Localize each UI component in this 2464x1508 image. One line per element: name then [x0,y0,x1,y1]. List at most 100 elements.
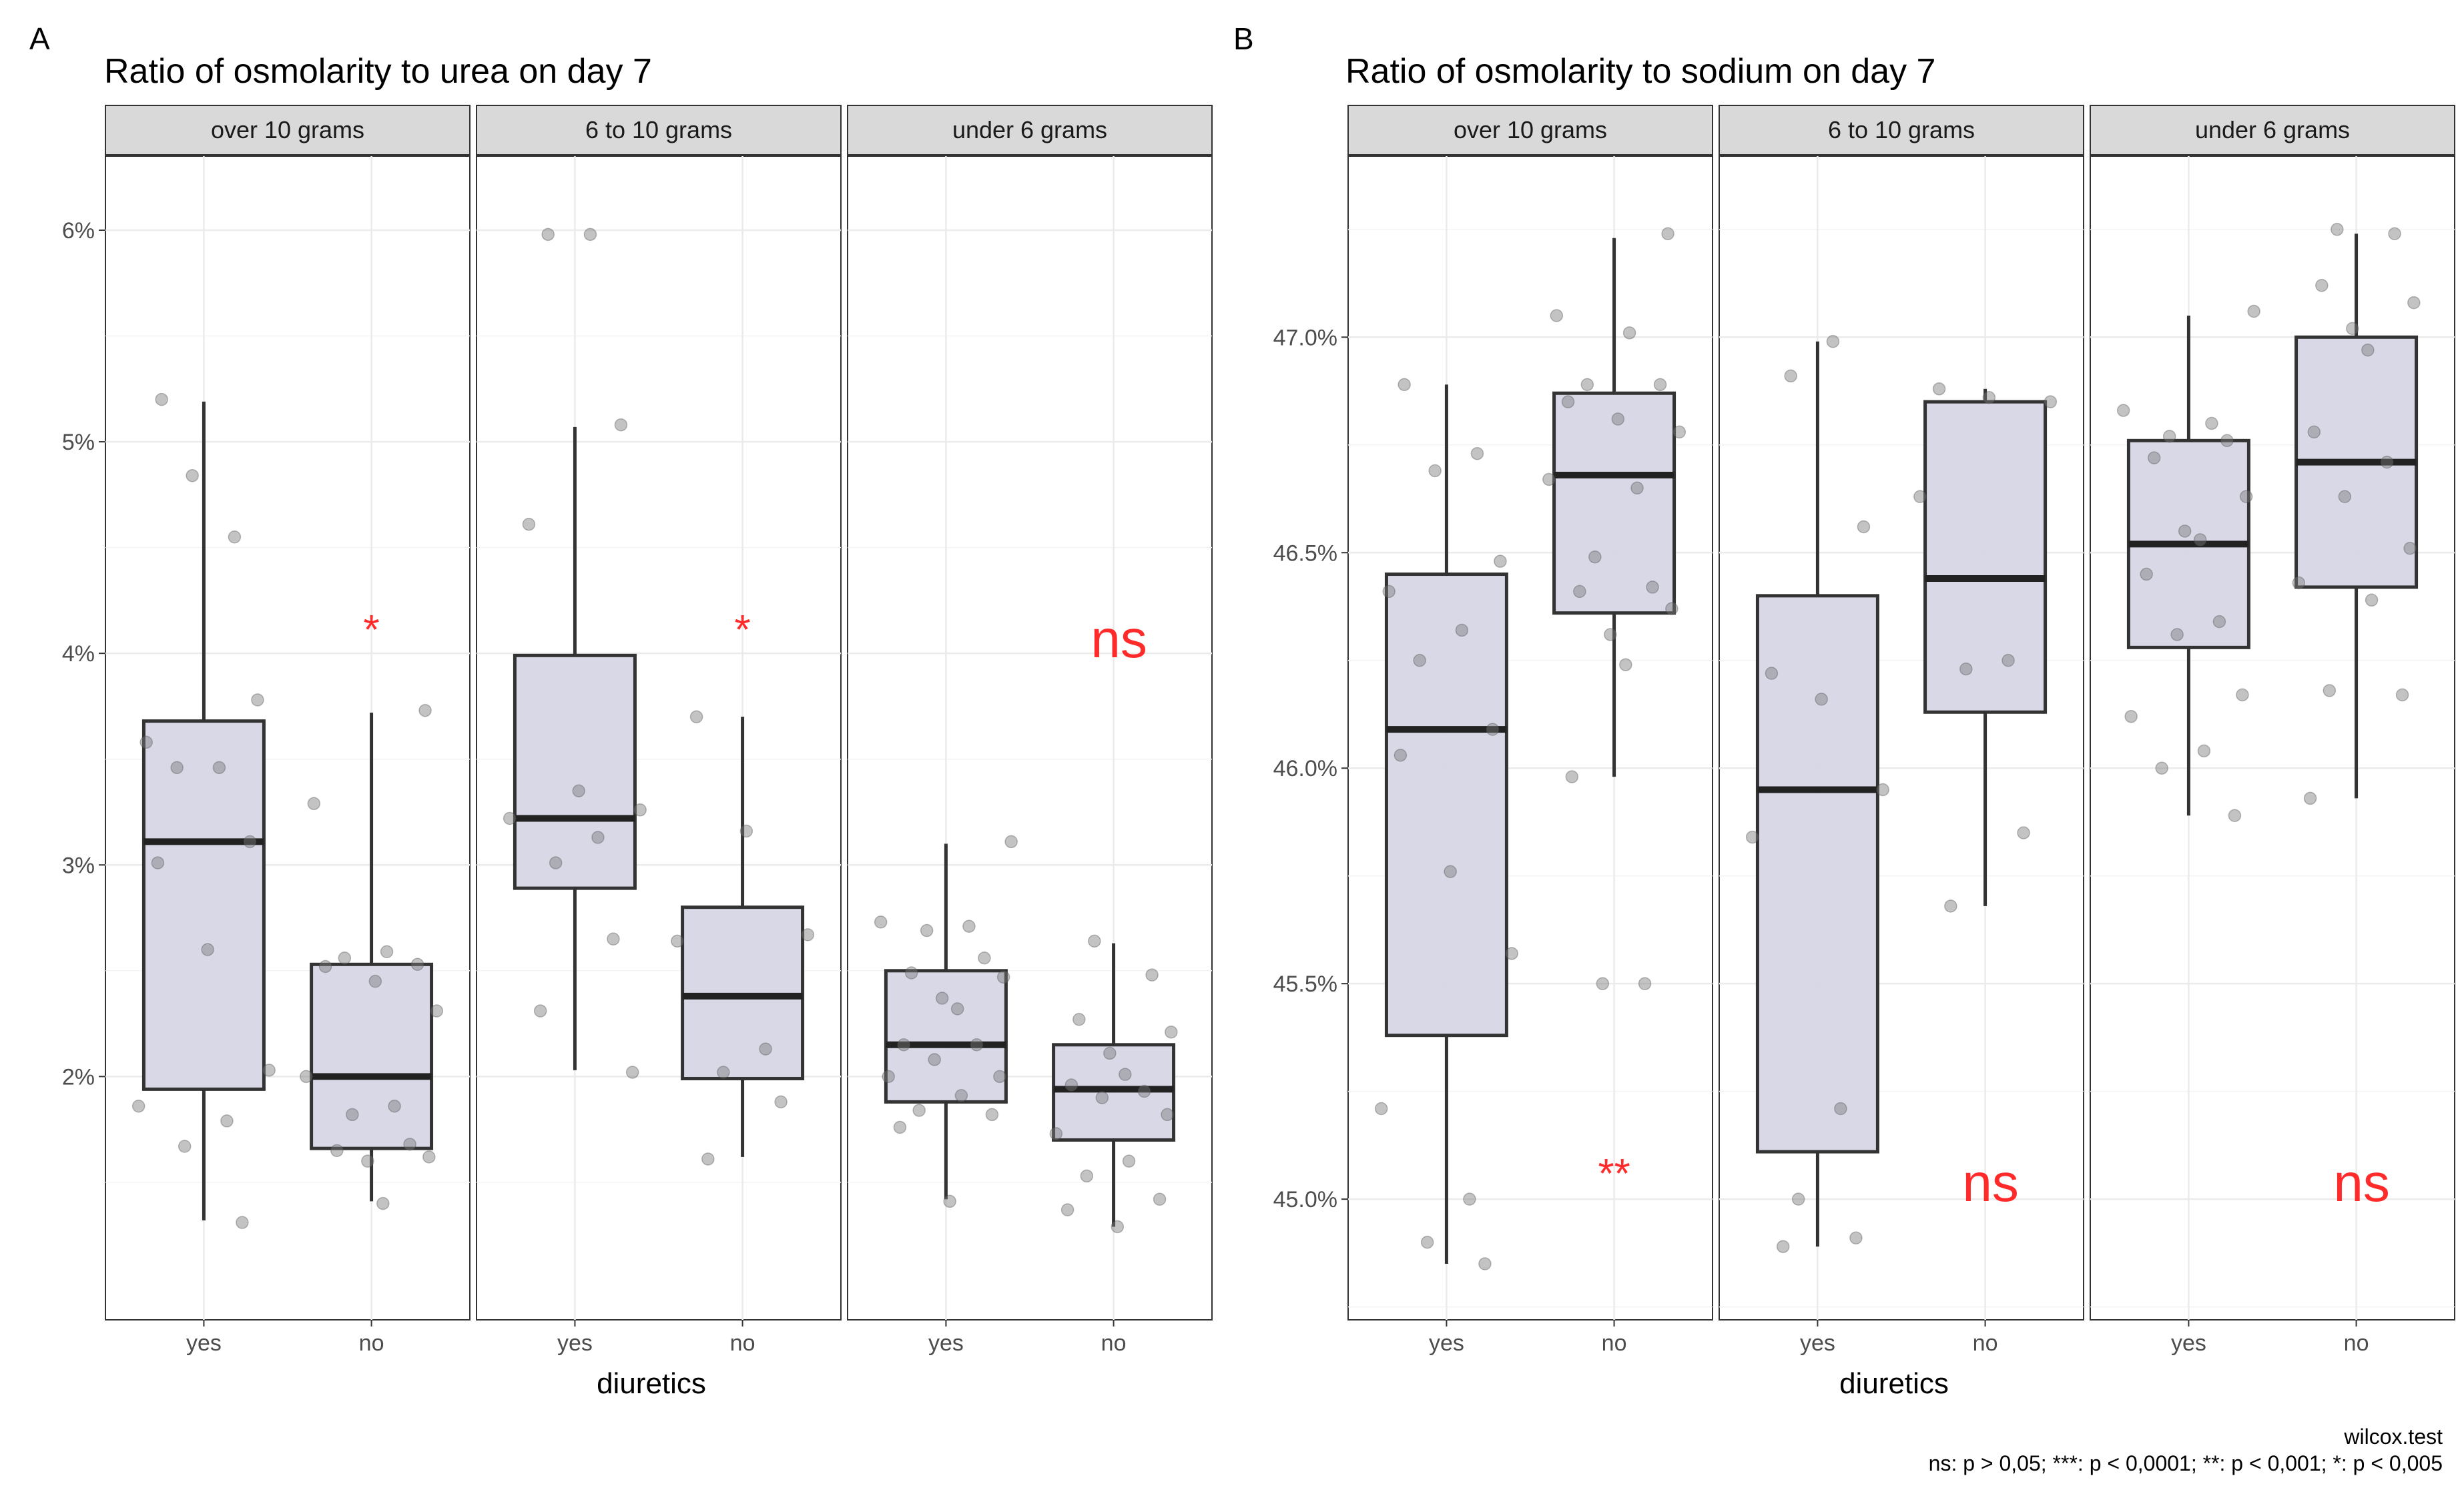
footnote-block: wilcox.test ns: p > 0,05; ***: p < 0,000… [1929,1425,2443,1475]
facet-plot-area [847,155,1213,1321]
data-point [2292,576,2306,590]
data-point [2239,490,2253,504]
data-point [897,1038,910,1052]
significance-label: ns [2333,1153,2390,1212]
data-point [1638,977,1652,990]
data-point [418,704,432,717]
facet-strip-label: under 6 grams [2195,116,2350,143]
data-point [874,915,888,929]
data-point [607,932,620,946]
data-point [178,1140,192,1153]
data-point [1470,446,1484,460]
data-point [1611,412,1625,426]
data-point [1398,378,1411,392]
x-tick-label: yes [2171,1331,2206,1356]
data-point [739,824,753,838]
facet-2: 6 to 10 grams * yes no [476,105,842,1356]
x-tick-label: yes [186,1331,222,1356]
data-point [410,958,424,972]
data-point [2331,223,2344,236]
panel-b: B Ratio of osmolarity to sodium on day 7… [1233,21,2455,1400]
data-point [1420,1235,1434,1249]
data-point [1565,770,1579,783]
facet-strip [1347,105,1713,155]
data-point [2124,709,2138,723]
y-tick-label: 45.5% [1273,972,1337,997]
data-point [1153,1192,1167,1206]
facet-1: over 10 grams ** yes no [1347,105,1713,1356]
data-point [996,970,1010,984]
data-point [2044,395,2058,408]
data-point [262,1064,276,1077]
data-point [338,952,352,965]
data-point [1165,1026,1178,1039]
data-point [928,1053,941,1066]
data-point [533,1004,547,1018]
data-point [978,952,991,965]
data-point [1374,1102,1388,1116]
y-tick-label: 47.0% [1273,325,1337,350]
box-iqr [1384,573,1508,1038]
box-iqr [1552,391,1676,615]
data-point [904,966,918,980]
data-point [2403,542,2417,555]
data-point [1088,934,1101,948]
data-point [671,934,684,948]
data-point [2380,455,2394,469]
data-point [2155,761,2168,775]
data-point [1444,865,1457,878]
panel-a-letter: A [29,21,50,56]
data-point [882,1070,895,1084]
data-point [1982,390,1996,404]
panel-a-title: Ratio of osmolarity to urea on day 7 [104,52,652,91]
box-no [300,704,444,1210]
data-point [2193,533,2207,546]
data-point [2140,567,2153,581]
data-point [954,1089,968,1102]
panel-b-letter: B [1233,21,1254,56]
data-point [318,960,332,974]
data-point [1745,830,1759,844]
facet-plot-area [476,155,842,1321]
data-point [717,1066,730,1079]
box-iqr [884,969,1008,1104]
data-point [380,945,394,959]
data-point [801,928,815,941]
data-point [1932,382,1946,396]
data-point [155,392,168,406]
data-point [701,1152,715,1166]
data-point [2307,425,2321,439]
data-point [2228,809,2242,823]
facet-2: 6 to 10 grams ns yes no [1719,105,2084,1356]
data-point [251,693,264,707]
facet-strip [1719,105,2084,155]
data-point [2116,404,2130,417]
data-point [920,923,934,937]
y-tick-label: 5% [62,430,95,455]
data-point [625,1066,639,1079]
data-point [1596,977,1610,990]
y-tick-label: 2% [62,1064,95,1090]
data-point [689,710,703,724]
data-point [2197,744,2211,758]
data-point [1455,623,1469,637]
data-point [2017,826,2030,839]
data-point [1573,585,1586,599]
data-point [1826,334,1840,348]
footnote-test-name: wilcox.test [2343,1425,2443,1449]
significance-label: ns [1091,609,1147,669]
data-point [228,530,242,544]
data-point [330,1144,344,1158]
data-point [583,228,597,242]
y-tick-label: 45.0% [1273,1187,1337,1212]
x-tick-label: no [1973,1331,1998,1356]
data-point [1665,602,1678,615]
data-point [2361,343,2375,357]
data-point [1849,1231,1863,1245]
data-point [307,797,321,811]
x-tick-label: yes [1800,1331,1835,1356]
data-point [1646,581,1659,594]
data-point [503,811,517,825]
data-point [2001,653,2015,667]
significance-label: * [735,607,751,653]
